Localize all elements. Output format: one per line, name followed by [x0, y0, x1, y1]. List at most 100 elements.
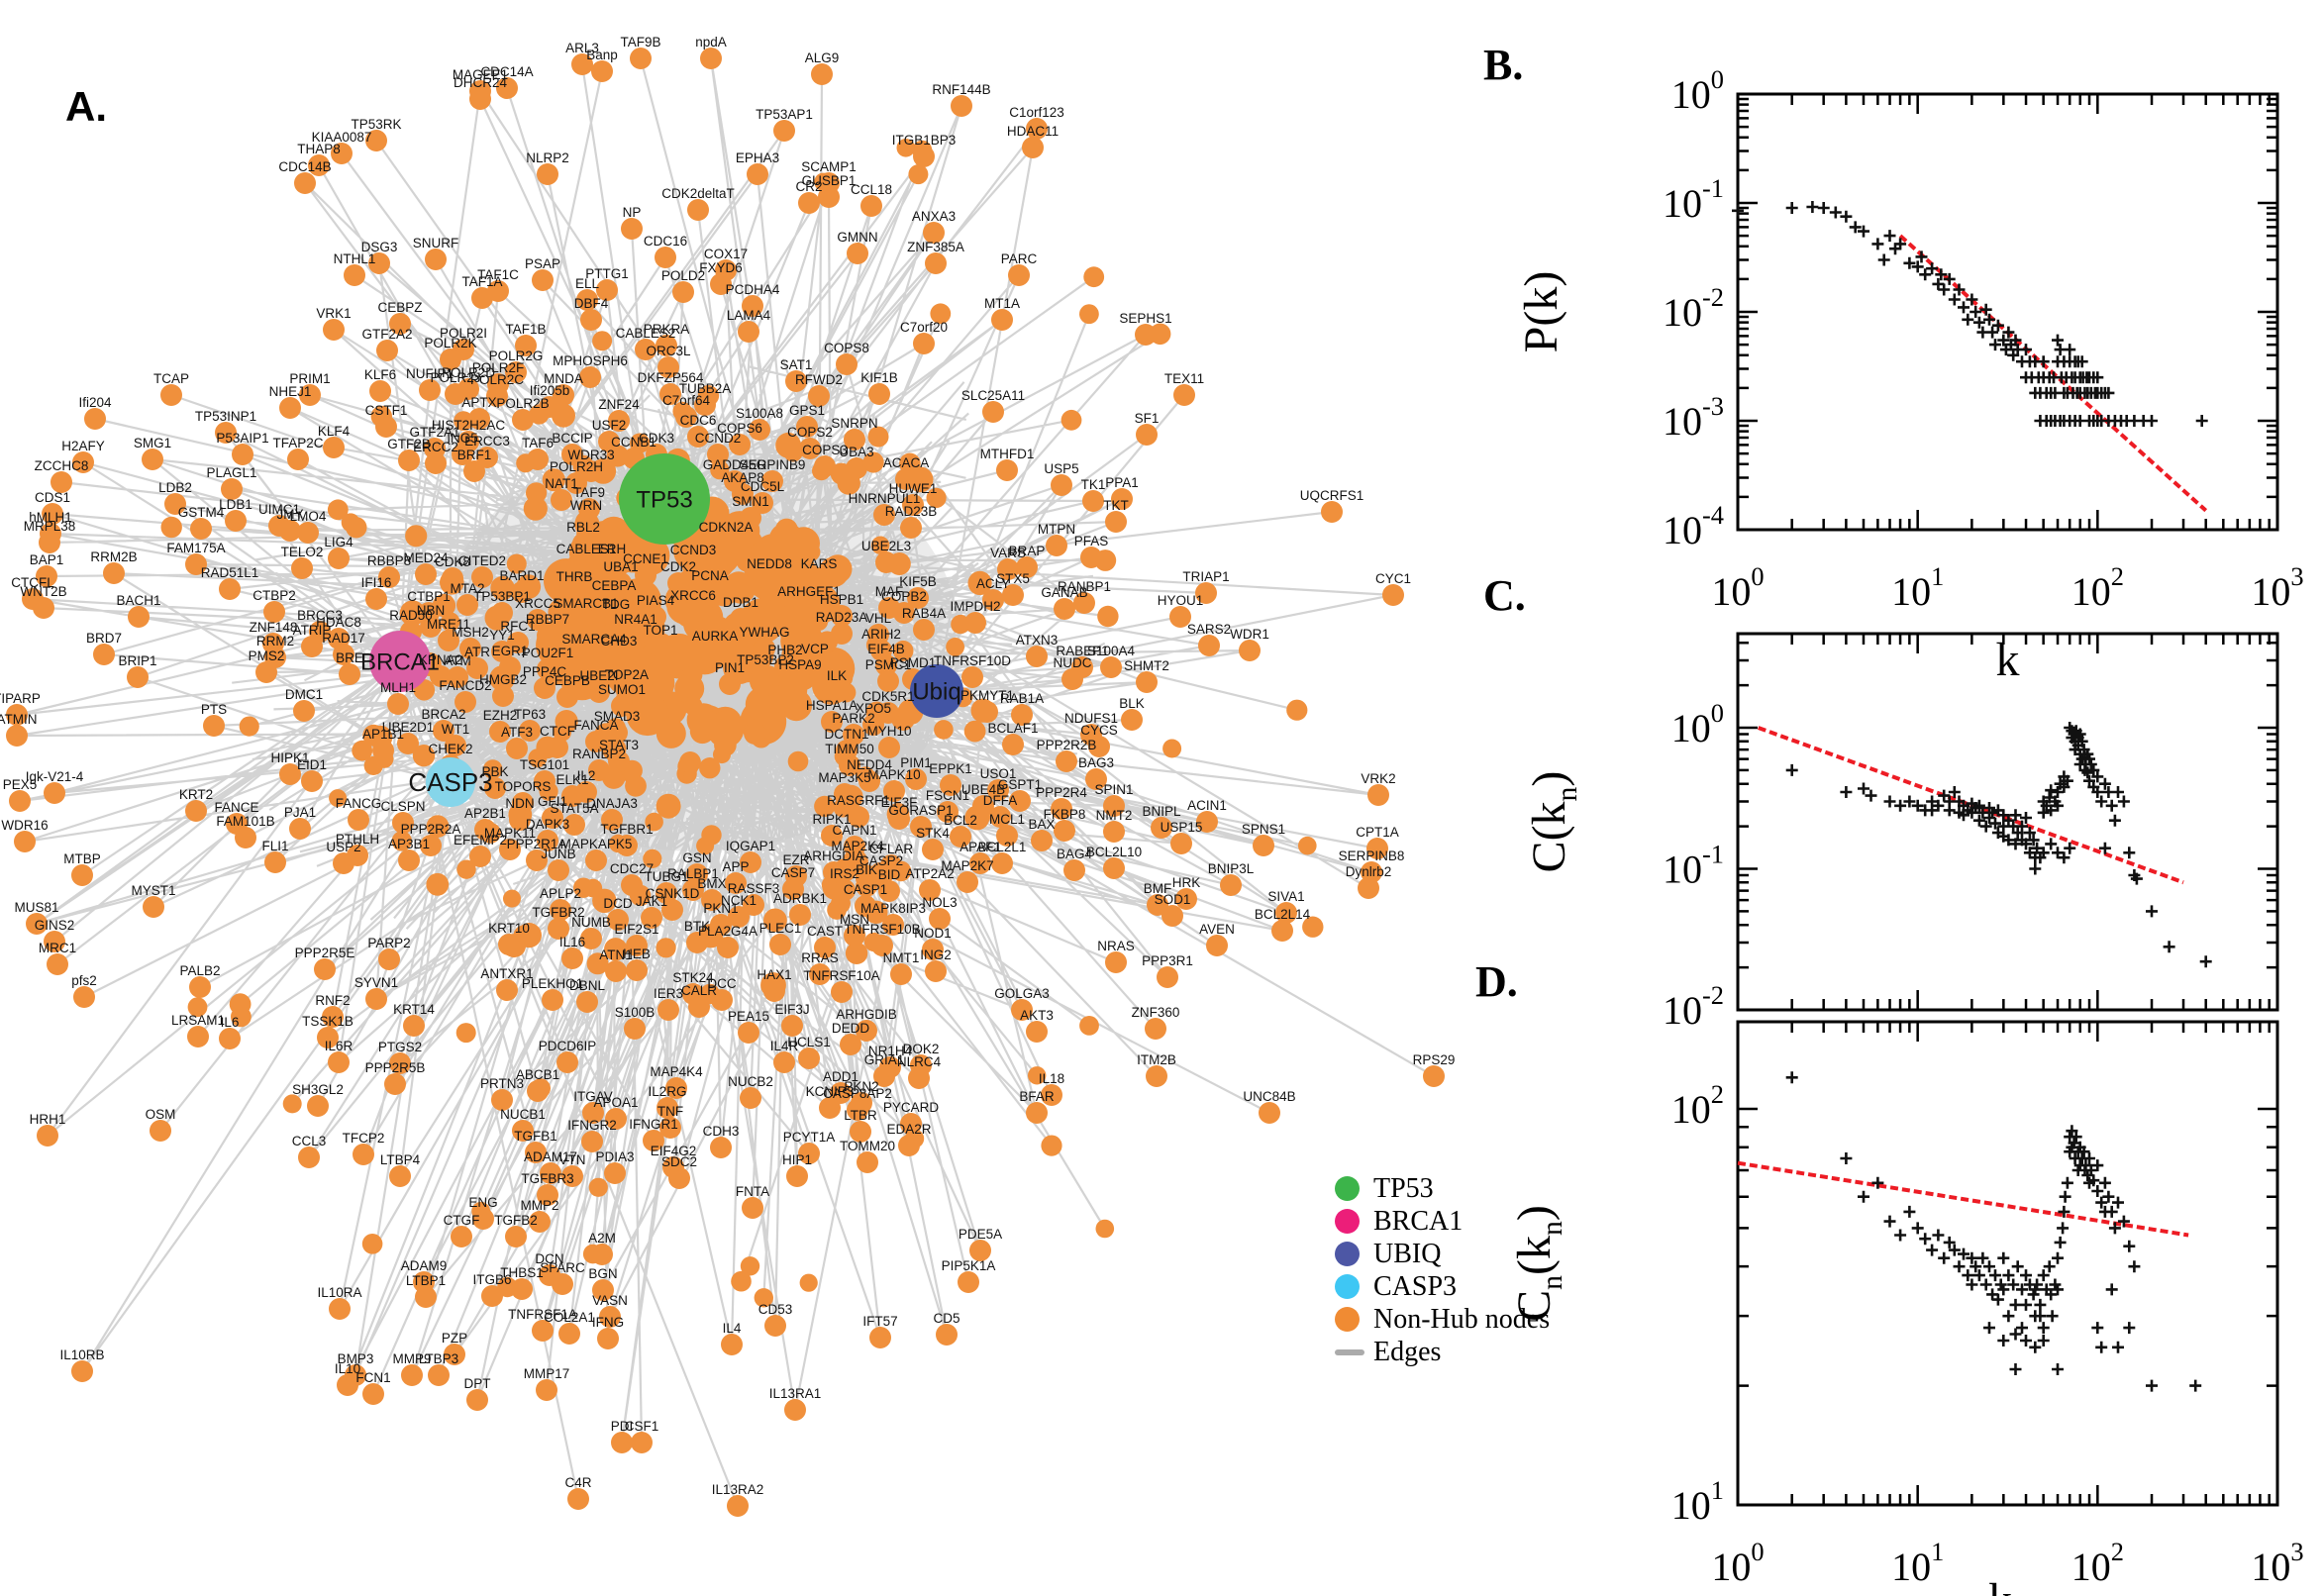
- network-node: [621, 874, 643, 896]
- network-node: [353, 1144, 374, 1165]
- network-node-label: PPP3R1: [1142, 953, 1193, 968]
- network-node: [827, 900, 847, 920]
- network-node: [808, 569, 830, 591]
- network-node: [329, 1298, 351, 1320]
- network-node-label: KLF4: [318, 424, 351, 439]
- network-node: [877, 670, 899, 692]
- network-node: [846, 457, 867, 479]
- tick-label: 10-2: [1663, 282, 1724, 335]
- network-node: [727, 1495, 749, 1517]
- network-node: [426, 872, 450, 896]
- network-node: [749, 419, 770, 441]
- network-node: [33, 597, 54, 619]
- network-node-label: ACACA: [883, 455, 930, 470]
- network-node: [529, 1211, 551, 1233]
- network-node: [1054, 598, 1075, 620]
- network-node-label: GSTM4: [178, 505, 225, 520]
- network-node: [433, 720, 454, 742]
- network-node: [940, 774, 961, 796]
- network-node: [1097, 605, 1119, 628]
- network-node: [498, 934, 520, 955]
- network-node-label: GMNN: [837, 230, 877, 245]
- network-node-label: BRAP: [1009, 544, 1046, 558]
- network-node: [883, 780, 905, 802]
- network-node: [581, 1131, 603, 1152]
- network-node: [1016, 556, 1038, 578]
- network-node: [580, 309, 602, 331]
- network-node: [405, 525, 428, 548]
- network-node: [755, 665, 776, 687]
- network-node: [710, 1137, 732, 1158]
- network-node: [908, 1067, 930, 1089]
- network-node: [1358, 877, 1379, 899]
- network-node: [456, 859, 476, 879]
- network-node-label: TNFRSF10B: [844, 922, 920, 937]
- network-node-label: TP53BP1: [473, 589, 531, 604]
- network-node: [860, 195, 882, 217]
- network-node: [996, 825, 1018, 847]
- network-node: [895, 468, 917, 490]
- tick-label: 100: [1671, 698, 1724, 750]
- network-node: [190, 518, 212, 540]
- network-node: [576, 289, 598, 311]
- network-node-label: HRH1: [30, 1112, 66, 1127]
- network-node: [1060, 409, 1082, 431]
- network-node: [601, 554, 623, 576]
- network-node-label: WDR16: [1, 818, 48, 833]
- network-node: [474, 819, 496, 841]
- network-node-label: PJA1: [284, 805, 316, 820]
- network-node: [499, 839, 521, 860]
- network-node-label: CABLES1: [556, 542, 617, 556]
- network-node-label: SMARCA4: [561, 632, 627, 647]
- network-node: [1195, 582, 1217, 604]
- network-node-label: ERH: [598, 542, 627, 556]
- network-node: [481, 1285, 503, 1307]
- network-node: [1073, 592, 1095, 614]
- network-node: [1162, 739, 1182, 758]
- network-node: [548, 918, 569, 940]
- network-node-label: CTGF: [444, 1213, 480, 1228]
- network-node: [368, 252, 390, 274]
- network-node-label: RBBP7: [526, 612, 569, 627]
- network-node: [486, 385, 508, 407]
- network-node: [831, 623, 853, 645]
- network-node: [611, 1432, 633, 1453]
- network-node-label: KCNIP3: [806, 1084, 855, 1099]
- network-node-label: AURKA: [692, 629, 739, 644]
- network-node-label: DOK2: [903, 1042, 940, 1056]
- network-node: [1061, 668, 1083, 690]
- network-node-label: CSNK1D: [646, 886, 700, 901]
- network-node: [185, 800, 207, 822]
- network-node-label: CEBPA: [592, 578, 637, 593]
- network-node-label: GOLGA3: [994, 986, 1050, 1001]
- network-node: [378, 566, 400, 588]
- network-node-label: NRAS: [1097, 939, 1135, 953]
- network-node-label: PARC: [1001, 251, 1038, 266]
- network-node-label: HSPA9: [778, 657, 821, 672]
- network-node: [264, 851, 286, 873]
- network-node: [878, 737, 900, 758]
- network-node: [972, 795, 994, 817]
- network-node-label: SPNS1: [1242, 822, 1285, 837]
- network-node: [858, 770, 880, 792]
- network-node: [862, 451, 884, 473]
- network-node: [729, 434, 751, 455]
- network-node-label: LTBP4: [380, 1152, 421, 1167]
- network-node-label: STX5: [996, 571, 1030, 586]
- network-node-label: BMF: [1144, 881, 1172, 896]
- network-node-label: H2AFY: [61, 439, 105, 453]
- network-node: [882, 914, 904, 936]
- network-node: [389, 1165, 411, 1187]
- network-node-label: PPP2R4: [1036, 785, 1087, 800]
- network-node-label: SF1: [1135, 411, 1160, 426]
- network-node: [700, 48, 722, 69]
- network-node-label: BGN: [588, 1266, 617, 1281]
- network-node-label: GPS1: [789, 403, 825, 418]
- network-node: [403, 1015, 425, 1037]
- network-node: [499, 656, 521, 678]
- network-node-label: RNF2: [315, 993, 350, 1008]
- network-node-label: VRK1: [316, 306, 351, 321]
- network-node: [298, 1147, 320, 1168]
- network-node: [565, 472, 587, 494]
- network-node: [1175, 888, 1197, 910]
